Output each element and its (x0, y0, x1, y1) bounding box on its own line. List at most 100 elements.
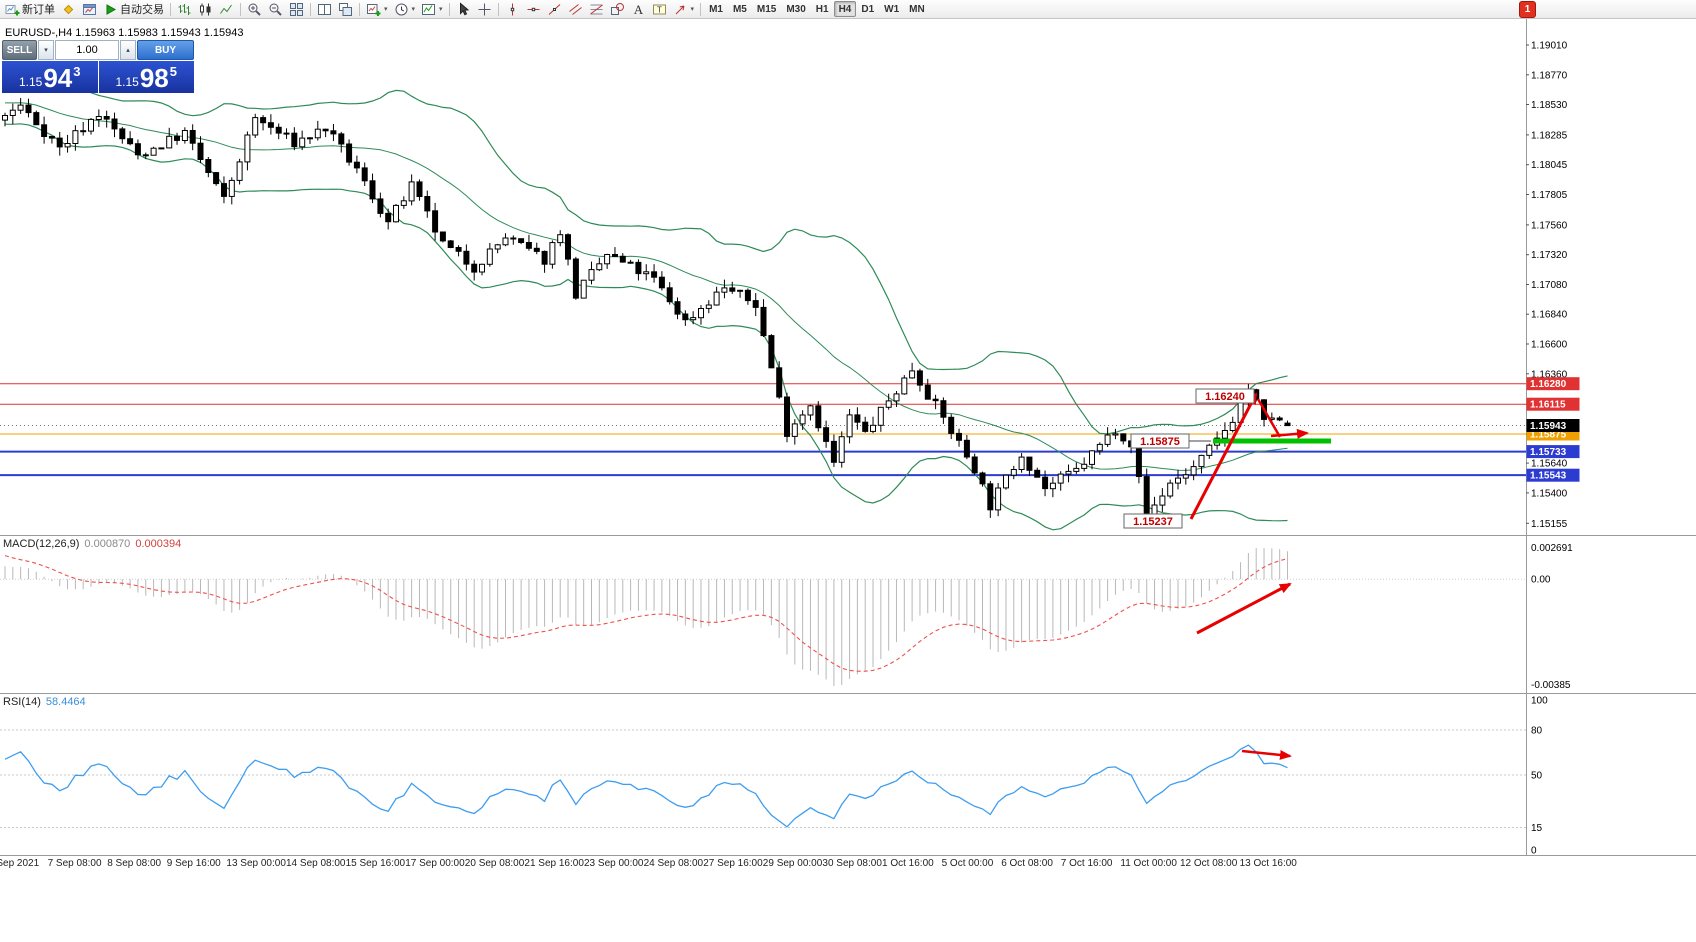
candlestick-chart-button[interactable] (195, 1, 216, 17)
svg-text:50: 50 (1531, 771, 1543, 782)
price-callout-1.15875[interactable]: 1.15875 (1130, 433, 1211, 449)
toolbar-separator (310, 2, 311, 16)
text-button[interactable]: A (628, 1, 649, 17)
svg-text:80: 80 (1531, 726, 1543, 737)
shapes-icon (610, 2, 624, 15)
toolbar-separator (170, 2, 171, 16)
trendline-button[interactable] (544, 1, 565, 17)
new-chart-button[interactable]: ▾ (363, 1, 391, 17)
spin-down-icon: ▾ (44, 47, 48, 54)
rsi-indicator-label: RSI(14) 58.4464 (3, 696, 86, 708)
fibonacci-button[interactable] (586, 1, 607, 17)
rally-arrow[interactable] (1189, 392, 1258, 520)
svg-text:1.16840: 1.16840 (1531, 310, 1568, 321)
svg-text:1.17805: 1.17805 (1531, 190, 1568, 201)
horizontal-line-button[interactable] (523, 1, 544, 17)
arrows-button[interactable]: ▾ (670, 1, 698, 17)
zoom-out-button[interactable] (265, 1, 286, 17)
trendline-icon (548, 3, 560, 15)
vertical-line-button[interactable] (502, 1, 523, 17)
candlestick-chart-icon (200, 3, 211, 15)
svg-text:1.15875: 1.15875 (1530, 430, 1567, 441)
volume-increase-button[interactable]: ▴ (120, 40, 136, 60)
svg-text:17 Sep 00:00: 17 Sep 00:00 (405, 858, 465, 869)
vertical-line-icon (510, 3, 514, 15)
timeframe-m5-button[interactable]: M5 (728, 1, 752, 17)
autotrade-button-label: 自动交易 (120, 4, 164, 16)
volume-input[interactable] (55, 40, 119, 60)
equidistant-channel-button[interactable] (565, 1, 586, 17)
templates-button[interactable]: ▾ (418, 1, 446, 17)
one-click-trading-panel: SELL ▾ ▴ BUY 1.15 94 3 1.15 98 5 (2, 40, 194, 93)
toolbar-separator (497, 2, 499, 16)
timeframe-d1-button[interactable]: D1 (856, 1, 879, 17)
price-axis: 1.19010 1.18770 1.18530 1.18285 1.18045 1.178… (1526, 41, 1580, 857)
macd-momentum-arrow[interactable] (1196, 582, 1292, 635)
tile-windows-button[interactable] (286, 1, 307, 17)
arrange-windows-button[interactable] (314, 1, 335, 17)
zoom-in-button[interactable] (244, 1, 265, 17)
charts-icon (83, 3, 96, 15)
svg-text:1.15943: 1.15943 (1530, 421, 1567, 432)
svg-text:1.18045: 1.18045 (1531, 160, 1568, 171)
toolbar-separator (359, 2, 360, 16)
toolbar-separator (240, 2, 241, 16)
rsi-direction-arrow[interactable] (1241, 749, 1292, 760)
cascade-windows-button[interactable] (335, 1, 356, 17)
time-axis: 6 Sep 2021 7 Sep 08:00 8 Sep 08:00 9 Sep 16… (0, 858, 1297, 869)
volume-decrease-button[interactable]: ▾ (38, 40, 54, 60)
svg-text:9 Sep 16:00: 9 Sep 16:00 (167, 858, 221, 869)
pullback-line[interactable] (1256, 398, 1282, 438)
zoom-in-icon (248, 3, 261, 16)
timeframe-m1-button[interactable]: M1 (704, 1, 728, 17)
timeframe-mn-button[interactable]: MN (904, 1, 930, 17)
svg-text:1.18530: 1.18530 (1531, 100, 1568, 111)
crosshair-button[interactable] (474, 1, 495, 17)
price-callout-1.16240[interactable]: 1.16240 (1195, 388, 1255, 404)
periods-button[interactable]: ▾ (391, 1, 419, 17)
chevron-down-icon: ▾ (439, 6, 443, 13)
timeframe-h4-button[interactable]: H4 (833, 1, 857, 17)
buy-price-display[interactable]: 1.15 98 5 (98, 61, 194, 93)
trade-controls-row: SELL ▾ ▴ BUY (2, 40, 194, 60)
price-axis-tag-1.15943: 1.15943 (1526, 419, 1580, 432)
bar-chart-button[interactable] (174, 1, 195, 17)
text-label-icon: T (652, 4, 666, 14)
continuation-arrow[interactable] (1270, 428, 1309, 439)
charts-button[interactable] (79, 1, 100, 17)
svg-text:1.15733: 1.15733 (1530, 447, 1567, 458)
svg-text:0: 0 (1531, 846, 1537, 857)
macd-signal-value: 0.000394 (135, 538, 182, 550)
buy-button[interactable]: BUY (137, 40, 194, 60)
arrows-icon (675, 5, 685, 14)
sell-price-prefix: 1.15 (18, 75, 43, 89)
timeframe-m15-button[interactable]: M15 (752, 1, 781, 17)
new-order-button[interactable]: 新订单 (2, 1, 58, 17)
bollinger-middle-band (5, 102, 1288, 471)
timeframe-m30-button[interactable]: M30 (781, 1, 810, 17)
price-callout-1.15237[interactable]: 1.15237 (1123, 513, 1183, 529)
svg-text:0.002691: 0.002691 (1531, 543, 1573, 554)
profiles-button[interactable] (58, 1, 79, 17)
notification-badge[interactable]: 1 (1519, 1, 1536, 18)
timeframe-h1-button[interactable]: H1 (811, 1, 834, 17)
sell-button[interactable]: SELL (2, 40, 37, 60)
svg-text:12 Oct 08:00: 12 Oct 08:00 (1180, 858, 1238, 869)
cursor-button[interactable] (453, 1, 474, 17)
bollinger-upper-band (5, 80, 1288, 435)
horizontal-line-icon (527, 7, 540, 11)
chevron-down-icon: ▾ (690, 6, 695, 13)
svg-text:20 Sep 08:00: 20 Sep 08:00 (465, 858, 525, 869)
sell-price-display[interactable]: 1.15 94 3 (2, 61, 98, 93)
shapes-button[interactable] (607, 1, 628, 17)
toolbar-separator (448, 2, 450, 16)
autotrade-button[interactable]: 自动交易 (100, 1, 167, 17)
macd-histogram (4, 548, 1288, 686)
line-chart-button[interactable] (216, 1, 237, 17)
line-chart-icon (220, 4, 232, 14)
text-label-button[interactable]: T (649, 1, 670, 17)
svg-text:1.17080: 1.17080 (1531, 280, 1568, 291)
timeframe-w1-button[interactable]: W1 (879, 1, 904, 17)
